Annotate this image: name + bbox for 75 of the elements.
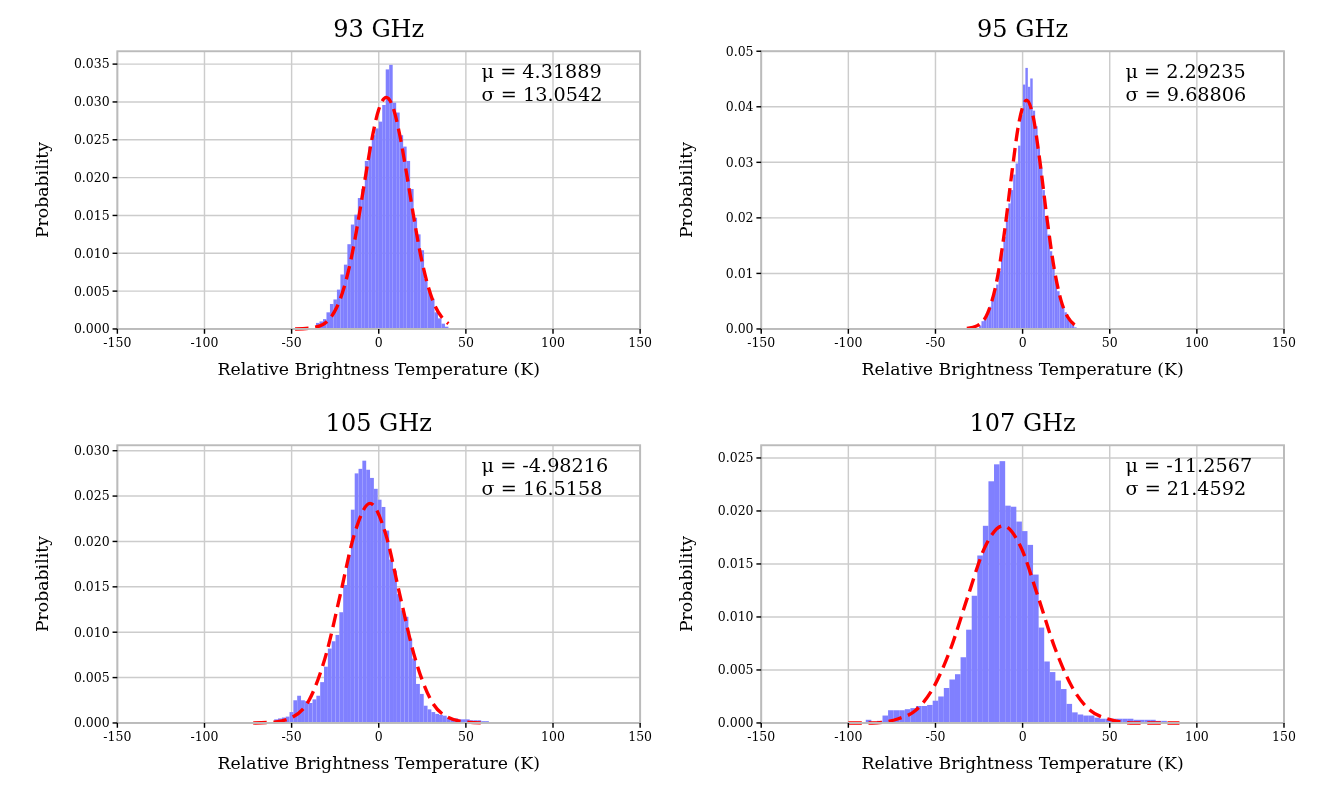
y-tick-label: 0.015 — [73, 579, 110, 595]
annotation: σ = 21.4592 — [1125, 477, 1247, 501]
y-tick-label: 0.02 — [725, 210, 754, 226]
chart-title: 107 GHz — [969, 408, 1076, 437]
x-tick-label: 100 — [1184, 335, 1209, 351]
x-axis-title: Relative Brightness Temperature (K) — [217, 753, 540, 774]
annotation: μ = -11.2567 — [1125, 454, 1253, 478]
annotation: σ = 16.5158 — [481, 477, 603, 501]
annotation: μ = 2.29235 — [1125, 60, 1246, 84]
annotation: σ = 9.68806 — [1125, 83, 1247, 107]
annotation: σ = 13.0542 — [481, 83, 603, 107]
chart-title: 95 GHz — [977, 14, 1069, 43]
y-axis-title: Probability — [676, 141, 697, 239]
annotation: μ = 4.31889 — [481, 60, 602, 84]
y-tick-label: 0.035 — [73, 56, 110, 72]
x-tick-label: 0 — [1018, 335, 1027, 351]
x-tick-label: 150 — [1272, 335, 1296, 351]
y-tick-label: 0.01 — [725, 265, 754, 281]
x-tick-label: 50 — [1101, 335, 1118, 351]
y-tick-label: 0.015 — [73, 207, 110, 223]
x-tick-label: 150 — [628, 729, 653, 745]
x-tick-label: 100 — [541, 729, 565, 745]
chart-title: 105 GHz — [325, 408, 432, 437]
x-tick-label: 50 — [457, 729, 474, 745]
x-tick-label: 50 — [1101, 729, 1118, 745]
x-tick-label: -50 — [281, 729, 302, 745]
x-tick-label: -150 — [103, 335, 132, 351]
x-tick-label: -150 — [747, 335, 776, 351]
y-tick-label: 0.005 — [73, 283, 110, 299]
y-tick-label: 0.03 — [725, 154, 754, 170]
x-tick-label: 150 — [1272, 729, 1296, 745]
y-tick-label: 0.010 — [73, 624, 110, 640]
x-tick-label: -50 — [925, 729, 946, 745]
x-axis-title: Relative Brightness Temperature (K) — [861, 753, 1184, 774]
y-tick-label: 0.025 — [717, 450, 754, 466]
y-tick-label: 0.010 — [717, 609, 754, 625]
y-tick-label: 0.000 — [73, 321, 110, 337]
y-tick-label: 0.00 — [725, 321, 754, 337]
y-tick-label: 0.04 — [725, 99, 754, 115]
x-tick-label: -100 — [190, 335, 219, 351]
y-tick-label: 0.020 — [73, 533, 110, 549]
y-tick-label: 0.025 — [73, 132, 110, 148]
y-tick-label: 0.030 — [73, 443, 110, 459]
y-tick-label: 0.020 — [717, 503, 754, 519]
x-tick-label: 0 — [374, 335, 383, 351]
x-tick-label: -150 — [103, 729, 132, 745]
x-axis-title: Relative Brightness Temperature (K) — [217, 359, 540, 380]
x-tick-label: 150 — [628, 335, 653, 351]
x-tick-label: 0 — [1018, 729, 1027, 745]
x-tick-label: 100 — [541, 335, 565, 351]
annotation: μ = -4.98216 — [481, 454, 609, 478]
y-axis-title: Probability — [32, 141, 53, 239]
y-tick-label: 0.010 — [73, 245, 110, 261]
y-axis-title: Probability — [676, 535, 697, 633]
x-tick-label: -100 — [834, 729, 863, 745]
y-tick-label: 0.020 — [73, 169, 110, 185]
x-tick-label: -50 — [281, 335, 302, 351]
chart-title: 93 GHz — [333, 14, 425, 43]
y-tick-label: 0.025 — [73, 488, 110, 504]
y-tick-label: 0.015 — [717, 556, 754, 572]
y-tick-label: 0.05 — [725, 43, 754, 59]
x-tick-label: 100 — [1184, 729, 1209, 745]
x-tick-label: 0 — [374, 729, 383, 745]
y-tick-label: 0.000 — [73, 715, 110, 731]
y-tick-label: 0.005 — [73, 669, 110, 685]
y-tick-label: 0.005 — [717, 662, 754, 678]
x-tick-label: 50 — [457, 335, 474, 351]
y-tick-label: 0.000 — [717, 715, 754, 731]
x-tick-label: -100 — [190, 729, 219, 745]
x-tick-label: -50 — [925, 335, 946, 351]
y-tick-label: 0.030 — [73, 94, 110, 110]
y-axis-title: Probability — [32, 535, 53, 633]
x-tick-label: -100 — [834, 335, 863, 351]
x-tick-label: -150 — [747, 729, 776, 745]
x-axis-title: Relative Brightness Temperature (K) — [861, 359, 1184, 380]
